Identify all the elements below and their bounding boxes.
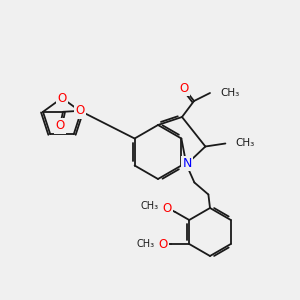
Text: O: O	[179, 82, 189, 94]
Text: O: O	[75, 104, 85, 117]
Text: O: O	[56, 119, 64, 132]
Text: CH₃: CH₃	[220, 88, 239, 98]
Text: O: O	[159, 238, 168, 250]
Text: CH₃: CH₃	[236, 139, 255, 148]
Text: O: O	[163, 202, 172, 214]
Text: N: N	[183, 157, 192, 170]
Text: O: O	[57, 92, 67, 104]
Text: CH₃: CH₃	[136, 239, 154, 249]
Text: CH₃: CH₃	[140, 201, 158, 211]
